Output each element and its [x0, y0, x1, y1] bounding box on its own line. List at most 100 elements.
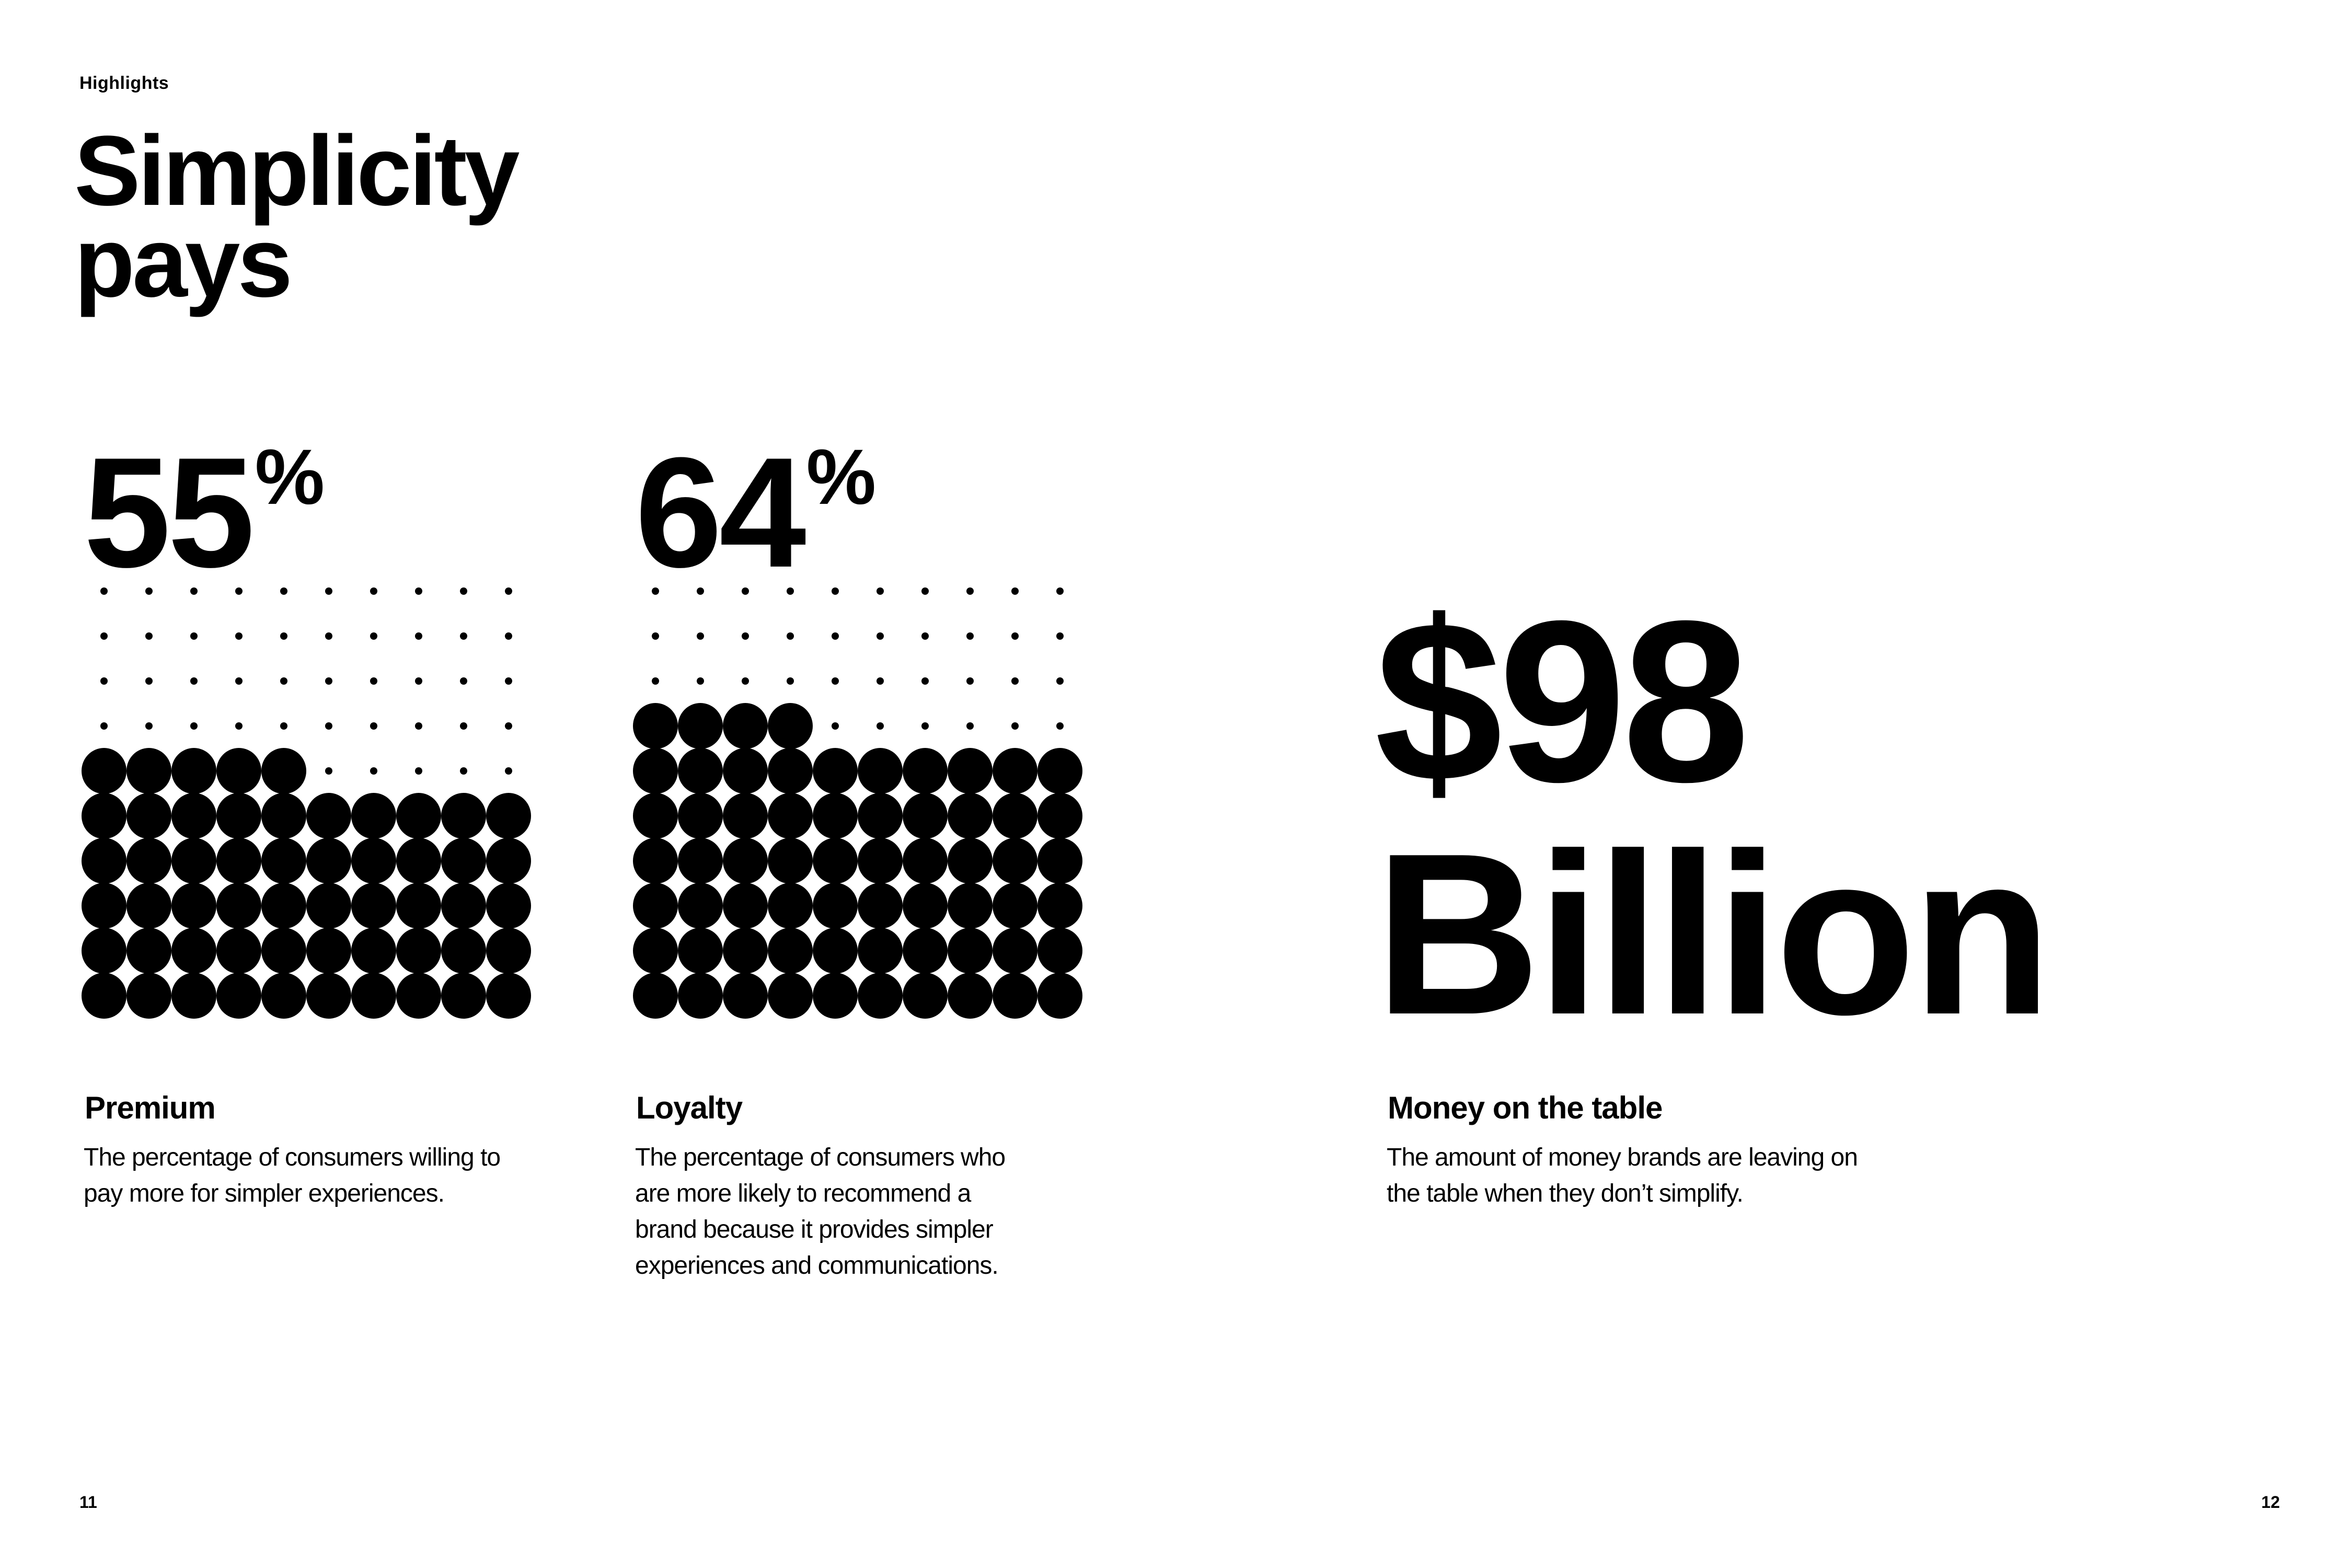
money-description: The amount of money brands are leaving o… — [1387, 1144, 1858, 1207]
filled-dot — [813, 883, 858, 929]
grid-cell — [441, 614, 486, 659]
grid-cell — [396, 838, 441, 884]
grid-cell — [678, 659, 723, 704]
empty-dot — [1011, 677, 1019, 685]
filled-dot — [216, 928, 261, 974]
grid-cell — [261, 883, 306, 929]
grid-cell — [351, 883, 396, 929]
grid-cell — [858, 748, 903, 794]
empty-dot — [370, 677, 377, 685]
filled-dot — [948, 793, 993, 839]
grid-cell — [261, 973, 306, 1019]
grid-cell — [216, 973, 261, 1019]
empty-dot — [505, 587, 512, 595]
empty-dot — [190, 632, 198, 640]
filled-dot — [633, 928, 678, 974]
filled-dot — [1037, 748, 1082, 794]
filled-dot — [813, 928, 858, 974]
grid-cell — [82, 614, 126, 659]
grid-cell — [351, 614, 396, 659]
grid-cell — [1037, 659, 1082, 704]
filled-dot — [678, 793, 723, 839]
grid-cell — [813, 614, 858, 659]
grid-cell — [351, 793, 396, 839]
empty-dot — [235, 677, 243, 685]
empty-dot — [742, 587, 749, 595]
filled-dot — [723, 793, 768, 839]
grid-cell — [486, 973, 531, 1019]
filled-dot — [678, 883, 723, 929]
filled-dot — [171, 793, 216, 839]
grid-cell — [723, 838, 768, 884]
filled-dot — [486, 928, 531, 974]
grid-cell — [1037, 883, 1082, 929]
filled-dot — [126, 793, 171, 839]
grid-cell — [858, 973, 903, 1019]
grid-cell — [171, 614, 216, 659]
empty-dot — [832, 722, 839, 730]
stat-loyalty-heading: Loyalty — [636, 1090, 743, 1125]
grid-cell — [486, 659, 531, 704]
page-number-left: 11 — [79, 1493, 97, 1512]
filled-dot — [126, 928, 171, 974]
empty-dot — [652, 587, 659, 595]
empty-dot — [787, 677, 794, 685]
grid-cell — [858, 569, 903, 614]
empty-dot — [325, 767, 332, 775]
grid-cell — [633, 614, 678, 659]
grid-cell — [261, 748, 306, 794]
filled-dot — [768, 748, 813, 794]
empty-dot — [460, 767, 467, 775]
filled-dot — [948, 928, 993, 974]
grid-cell — [216, 793, 261, 839]
grid-cell — [723, 748, 768, 794]
grid-cell — [306, 928, 351, 974]
grid-cell — [948, 659, 993, 704]
grid-cell — [82, 569, 126, 614]
grid-cell — [171, 748, 216, 794]
grid-cell — [486, 883, 531, 929]
grid-cell — [351, 748, 396, 793]
filled-dot — [306, 793, 351, 839]
empty-dot — [877, 677, 884, 685]
empty-dot — [145, 587, 153, 595]
stat-loyalty-unit: % — [806, 433, 877, 521]
empty-dot — [100, 677, 108, 685]
grid-cell — [678, 973, 723, 1019]
empty-dot — [325, 632, 332, 640]
grid-cell — [723, 659, 768, 704]
filled-dot — [1037, 928, 1082, 974]
empty-dot — [1056, 587, 1064, 595]
filled-dot — [903, 883, 948, 929]
grid-cell — [948, 928, 993, 974]
grid-cell — [261, 838, 306, 884]
grid-cell — [171, 928, 216, 974]
filled-dot — [723, 748, 768, 794]
filled-dot — [82, 793, 126, 839]
grid-cell — [126, 928, 171, 974]
grid-cell — [723, 569, 768, 614]
grid-cell — [126, 748, 171, 794]
empty-dot — [415, 632, 422, 640]
filled-dot — [396, 973, 441, 1019]
empty-dot — [235, 632, 243, 640]
empty-dot — [921, 722, 929, 730]
grid-cell — [441, 659, 486, 704]
empty-dot — [652, 677, 659, 685]
grid-cell — [396, 659, 441, 704]
empty-dot — [370, 767, 377, 775]
empty-dot — [460, 587, 467, 595]
grid-cell — [678, 838, 723, 884]
empty-dot — [966, 677, 974, 685]
grid-cell — [768, 748, 813, 794]
empty-dot — [190, 587, 198, 595]
filled-dot — [441, 973, 486, 1019]
grid-cell — [396, 973, 441, 1019]
grid-cell — [351, 659, 396, 704]
filled-dot — [261, 748, 306, 794]
grid-cell — [486, 838, 531, 884]
grid-cell — [993, 569, 1037, 614]
filled-dot — [486, 973, 531, 1019]
grid-cell — [678, 614, 723, 659]
grid-cell — [306, 973, 351, 1019]
